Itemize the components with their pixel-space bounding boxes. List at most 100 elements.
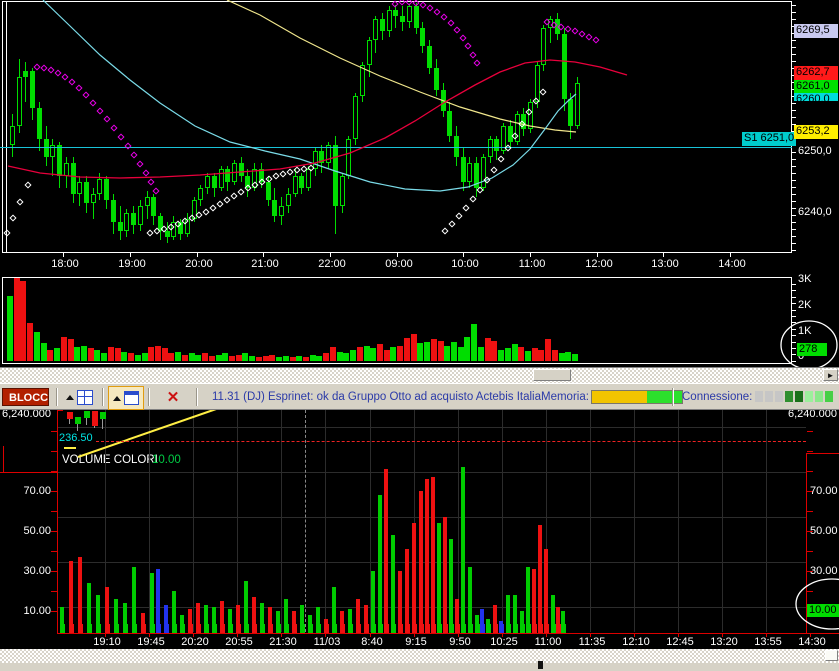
chart-scrollbar-right-arrow[interactable]: ► bbox=[823, 369, 838, 381]
volume-colori-bar bbox=[284, 599, 288, 632]
candle-body bbox=[434, 68, 439, 90]
volume-colori-bar bbox=[538, 525, 542, 632]
candle-body bbox=[124, 213, 129, 231]
volume-bar bbox=[370, 348, 376, 361]
chart-scrollbar-track[interactable] bbox=[0, 367, 839, 384]
volume-bar bbox=[411, 334, 417, 361]
bottom-x-label: 12:10 bbox=[622, 636, 650, 648]
volume-colori-strip-tick bbox=[123, 624, 128, 633]
volume-colori-bar bbox=[443, 517, 447, 632]
volume-axis-label: 3K bbox=[798, 273, 812, 285]
candle-body bbox=[555, 19, 560, 34]
left-axis-tick bbox=[51, 531, 57, 532]
candle-body bbox=[245, 176, 250, 188]
volume-colori-bar bbox=[391, 535, 395, 632]
volume-bar bbox=[364, 346, 370, 361]
volume-colori-bar bbox=[78, 557, 82, 632]
volume-bar bbox=[552, 350, 558, 361]
memoria-label: Memoria: bbox=[541, 391, 589, 403]
price-axis-tick bbox=[792, 208, 796, 209]
memoria-progress-bar bbox=[590, 390, 683, 404]
volume-bar bbox=[14, 278, 20, 361]
volume-colori-strip-tick bbox=[561, 624, 566, 633]
connection-signal-indicator bbox=[755, 391, 833, 402]
bottom-x-label: 11:35 bbox=[578, 636, 606, 648]
volume-colori-bar bbox=[480, 609, 484, 632]
candle-body bbox=[185, 219, 190, 234]
x-axis-tick bbox=[597, 252, 598, 257]
volume-colori-bar bbox=[468, 567, 472, 632]
candle-body bbox=[313, 151, 318, 169]
price-chart-inner-border bbox=[6, 1, 7, 253]
tile-windows-button[interactable] bbox=[62, 386, 96, 408]
candle-body bbox=[192, 200, 197, 219]
y-axis-label-left: 30.00 bbox=[23, 565, 51, 577]
volume-colori-strip-tick bbox=[316, 624, 321, 633]
candle-body bbox=[44, 139, 49, 157]
price-axis-tick bbox=[792, 187, 796, 188]
bottom-scrollbar-track[interactable] bbox=[0, 649, 839, 663]
right-axis-tick bbox=[807, 471, 813, 472]
grid-vline bbox=[634, 410, 635, 632]
single-window-button[interactable] bbox=[108, 386, 144, 410]
grid-vline bbox=[370, 410, 371, 632]
candle-body bbox=[111, 200, 116, 222]
candle-body bbox=[400, 16, 405, 22]
toolbar-separator bbox=[672, 388, 674, 406]
volume-bar bbox=[182, 355, 188, 361]
volume-colori-bar bbox=[561, 611, 565, 632]
volume-bar bbox=[505, 348, 511, 361]
bottom-scrollbar-thumb[interactable] bbox=[825, 650, 838, 661]
volume-colori-strip-tick bbox=[544, 624, 549, 633]
window-icon bbox=[124, 391, 139, 405]
last-volume-tag: 278 bbox=[797, 343, 827, 356]
chart-scrollbar-thumb[interactable] bbox=[533, 369, 571, 381]
candle-body bbox=[212, 176, 217, 188]
volume-colori-strip-tick bbox=[551, 624, 556, 633]
candle-body bbox=[158, 216, 163, 231]
candle-body bbox=[131, 213, 136, 225]
volume-colori-strip-tick bbox=[150, 624, 155, 633]
x-axis-label: 11:00 bbox=[518, 258, 546, 270]
grid-hline bbox=[57, 427, 806, 428]
volume-bar bbox=[478, 347, 484, 361]
candle-body bbox=[562, 34, 567, 99]
disconnect-button[interactable]: ✕ bbox=[158, 386, 188, 408]
volume-colori-strip-tick bbox=[324, 624, 329, 633]
candle-body bbox=[91, 194, 96, 203]
grid-vline bbox=[678, 410, 679, 632]
volume-colori-bar bbox=[69, 561, 73, 632]
volume-colori-bar bbox=[437, 523, 441, 632]
price-axis-tick bbox=[792, 201, 796, 202]
volume-colori-strip-tick bbox=[371, 624, 376, 633]
bottom-scroll-marker[interactable] bbox=[538, 661, 543, 669]
indicator-value: 10.00 bbox=[152, 454, 181, 466]
candle-wick bbox=[25, 62, 26, 102]
volume-colori-strip-tick bbox=[96, 624, 101, 633]
x-axis-label: 21:00 bbox=[251, 258, 279, 270]
price-axis-tick bbox=[792, 180, 796, 181]
price-axis-tick bbox=[792, 47, 796, 48]
volume-colori-bar bbox=[276, 611, 280, 632]
candle-body bbox=[447, 111, 452, 136]
volume-colori-bar bbox=[316, 607, 320, 632]
volume-colori-strip-tick bbox=[114, 624, 119, 633]
blocca-button[interactable]: BLOCCA bbox=[2, 388, 49, 406]
grid-vline bbox=[766, 410, 767, 632]
price-axis-label: 6250,0 bbox=[798, 145, 832, 157]
volume-bar bbox=[545, 339, 551, 361]
volume-bar bbox=[47, 350, 53, 361]
volume-bar bbox=[81, 346, 87, 361]
left-margin-bracket bbox=[3, 446, 4, 473]
volume-colori-strip-tick bbox=[141, 624, 146, 633]
volume-bar bbox=[276, 357, 282, 361]
left-axis-tick bbox=[51, 551, 57, 552]
bottom-x-label: 8:40 bbox=[361, 636, 383, 648]
candle-body bbox=[17, 77, 22, 126]
candle-body bbox=[279, 206, 284, 216]
candle-body bbox=[71, 163, 76, 194]
candle-body bbox=[515, 114, 520, 142]
volume-bar bbox=[20, 281, 26, 361]
volume-colori-bar bbox=[212, 607, 216, 632]
